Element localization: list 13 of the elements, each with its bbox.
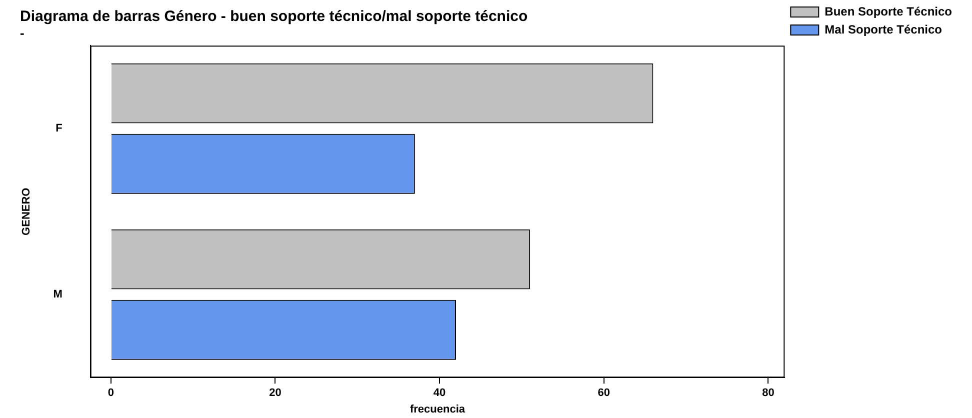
legend-label: Buen Soporte Técnico — [824, 4, 952, 18]
x-tick-label: 60 — [598, 387, 610, 400]
y-axis-title: GENERO — [20, 187, 33, 236]
x-axis-title: frecuencia — [410, 403, 466, 416]
chart-title: Diagrama de barras Género - buen soporte técnico/mal soporte técnico — [20, 8, 528, 26]
x-tick-label: 0 — [108, 387, 114, 400]
legend-label: Mal Soporte Técnico — [824, 22, 942, 36]
x-tick-label: 80 — [762, 387, 774, 400]
x-tick-label: 20 — [269, 387, 282, 400]
chart-subtitle: - — [20, 25, 24, 40]
x-tick-label: 40 — [433, 387, 446, 400]
y-tick-label: M — [53, 288, 62, 301]
y-tick-label: F — [56, 122, 63, 135]
